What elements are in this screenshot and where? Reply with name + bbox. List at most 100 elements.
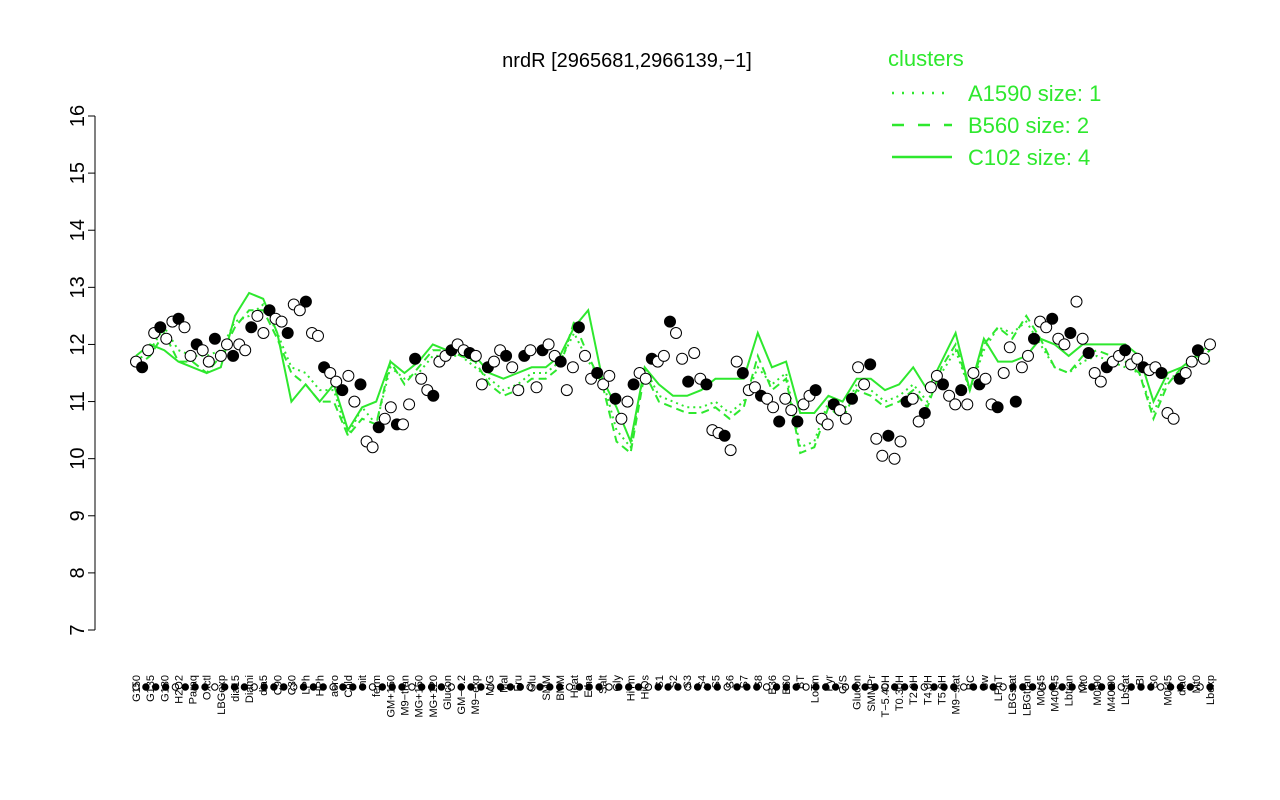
x-rug-mark <box>447 683 455 691</box>
data-point <box>1046 312 1059 325</box>
x-rug-mark <box>762 683 771 691</box>
x-rug-mark <box>329 683 337 691</box>
data-point <box>1119 344 1132 357</box>
x-tick-label: Etha <box>583 674 595 698</box>
x-tick-label: S0 <box>1149 675 1161 688</box>
data-point <box>512 384 525 397</box>
data-point <box>475 378 488 391</box>
data-point <box>724 444 737 457</box>
data-point <box>1040 321 1053 334</box>
x-rug-mark <box>161 683 170 691</box>
x-tick-label: BC <box>965 675 977 690</box>
x-rug-mark <box>427 683 436 691</box>
data-point <box>688 347 701 359</box>
data-point <box>912 415 925 428</box>
x-rug-mark <box>477 683 485 691</box>
x-tick-label: MG+150 <box>414 675 426 718</box>
x-tick-label: LPh <box>301 675 313 695</box>
y-tick-label: 11 <box>67 391 89 412</box>
x-rug-mark <box>851 683 859 691</box>
data-point <box>1022 349 1034 362</box>
x-tick-label: S6 <box>725 675 737 688</box>
data-point <box>949 398 962 411</box>
x-tick-label: M9−exp <box>470 675 482 714</box>
legend-label-c102: C102 size: 4 <box>968 145 1090 170</box>
series-line-2 <box>135 291 1211 445</box>
data-point <box>597 378 610 391</box>
x-tick-label: S8 <box>753 675 765 688</box>
data-point <box>403 398 416 411</box>
x-rug-mark <box>861 683 869 691</box>
y-tick-label: 8 <box>67 567 89 578</box>
data-point <box>524 344 537 357</box>
x-tick-label: S3 <box>682 675 694 688</box>
data-point <box>1070 295 1083 308</box>
x-tick-label: dia0 <box>1177 675 1189 696</box>
data-point <box>967 367 980 379</box>
data-point <box>227 349 240 362</box>
chart-title: nrdR [2965681,2966139,−1] <box>502 50 752 72</box>
x-rug-mark <box>743 683 751 691</box>
data-point <box>785 404 798 417</box>
x-rug-mark <box>713 683 721 691</box>
data-point <box>214 349 227 362</box>
x-rug-mark <box>152 683 160 691</box>
x-rug-mark <box>822 683 830 691</box>
x-axis: G150 G135 G180 H2O2 Paraq Oxctl LBGexp dia15 Dia… <box>131 674 1217 717</box>
data-point <box>530 381 543 394</box>
data-point <box>1167 412 1180 425</box>
x-rug-mark <box>250 683 258 691</box>
y-tick-label: 13 <box>67 276 89 298</box>
x-rug-mark <box>979 683 988 691</box>
data-point <box>924 381 937 394</box>
x-rug-mark <box>703 683 712 691</box>
x-rug-mark <box>142 683 150 691</box>
x-rug-mark <box>625 683 633 691</box>
x-rug-mark <box>260 683 268 691</box>
data-point <box>748 381 761 394</box>
data-point <box>809 384 822 397</box>
y-tick-label: 7 <box>67 624 89 635</box>
x-rug-mark <box>1117 683 1126 691</box>
data-point <box>779 392 792 405</box>
x-rug-mark <box>546 683 554 691</box>
x-tick-label: T4.0H <box>922 675 934 705</box>
data-point <box>761 392 774 405</box>
data-point <box>263 304 276 317</box>
x-tick-label: aero <box>329 675 341 697</box>
data-point <box>773 415 786 428</box>
x-rug-mark <box>388 683 396 691</box>
data-point <box>366 441 379 454</box>
x-tick-label: T−5.40H <box>880 675 892 718</box>
data-point <box>682 375 695 388</box>
x-rug-mark <box>565 683 574 691</box>
data-point <box>330 375 343 388</box>
x-rug-mark <box>634 683 643 691</box>
x-tick-label: LPhT <box>993 675 1005 702</box>
x-rug-mark <box>723 683 731 691</box>
x-rug-mark <box>1176 683 1185 691</box>
x-tick-label: dia5 <box>258 675 270 696</box>
x-rug-mark <box>792 683 800 691</box>
data-point <box>1094 375 1107 388</box>
data-point <box>858 378 871 391</box>
x-tick-label: Paraq <box>188 675 200 704</box>
data-point <box>943 389 956 402</box>
x-tick-label: G135 <box>145 675 157 702</box>
data-point <box>378 412 391 425</box>
data-point <box>1197 352 1210 365</box>
data-point <box>178 321 191 334</box>
x-rug-mark <box>1196 683 1204 691</box>
x-tick-label: Glucon <box>442 675 454 710</box>
x-rug-mark <box>585 683 593 691</box>
x-rug-mark <box>280 683 288 691</box>
x-rug-mark <box>1137 683 1145 691</box>
x-tick-label: H2O2 <box>173 675 185 704</box>
data-point <box>136 361 149 374</box>
x-tick-label: BMM <box>555 675 567 701</box>
x-tick-label: T0.30H <box>894 675 906 711</box>
x-rug-mark <box>408 683 416 691</box>
data-point <box>791 415 804 428</box>
y-tick-label: 12 <box>67 333 89 355</box>
x-tick-label: Sw <box>979 675 991 690</box>
